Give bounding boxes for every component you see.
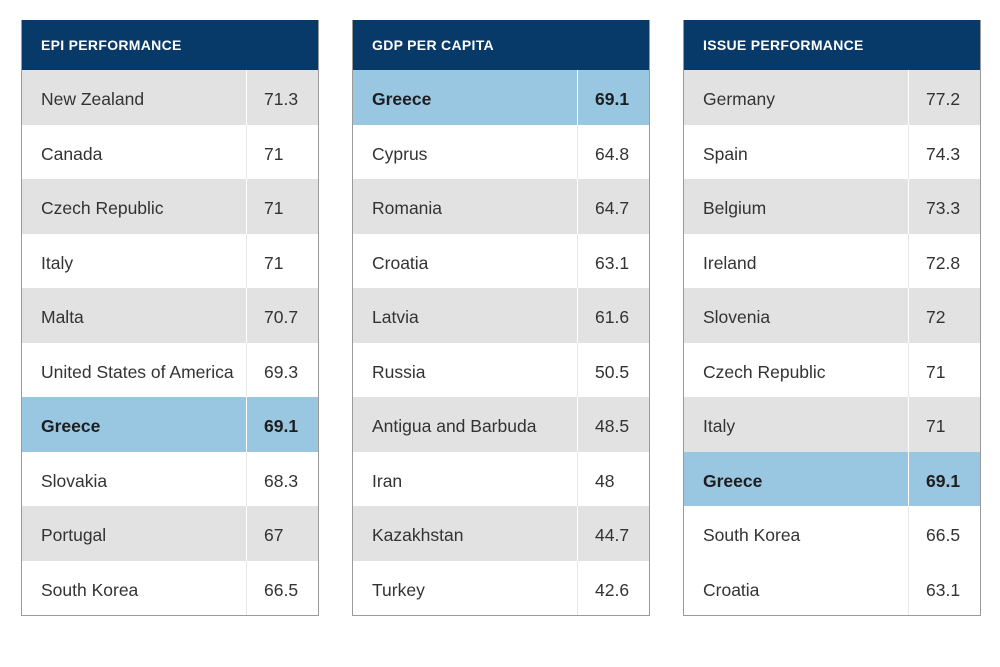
score-value: 61.6 bbox=[577, 288, 649, 343]
score-value: 71.3 bbox=[246, 70, 318, 125]
score-value: 77.2 bbox=[908, 70, 980, 125]
country-name: Slovenia bbox=[703, 307, 771, 327]
table-row: United States of America 69.3 bbox=[22, 342, 318, 397]
country-name: Spain bbox=[703, 143, 748, 164]
score-value: 74.3 bbox=[908, 124, 980, 179]
country-name: Italy bbox=[41, 252, 74, 273]
table-row: South Korea 66.5 bbox=[684, 506, 980, 561]
score-value: 48 bbox=[577, 451, 649, 506]
country-name: Czech Republic bbox=[41, 198, 164, 218]
table-body: Greece 69.1 Cyprus 64.8 Romania 64.7 Croatia 63… bbox=[353, 70, 649, 615]
country-name: Portugal bbox=[41, 525, 107, 545]
issue-performance-table: ISSUE PERFORMANCE Germany 77.2 Spain 74.3 Be… bbox=[683, 20, 981, 616]
table-header: GDP PER CAPITA bbox=[353, 20, 649, 70]
table-row: Cyprus 64.8 bbox=[353, 124, 649, 179]
table-row: Croatia 63.1 bbox=[353, 233, 649, 288]
score-value: 66.5 bbox=[908, 506, 980, 561]
table-row: Italy 71 bbox=[684, 397, 980, 452]
table-row: Czech Republic 71 bbox=[22, 179, 318, 234]
country-name: Greece bbox=[372, 89, 432, 109]
country-name: Antigua and Barbuda bbox=[372, 416, 537, 436]
country-name: New Zealand bbox=[41, 89, 145, 109]
score-value: 63.1 bbox=[577, 233, 649, 288]
table-row: Germany 77.2 bbox=[684, 70, 980, 125]
country-name: Russia bbox=[372, 361, 426, 382]
score-value: 66.5 bbox=[246, 560, 318, 615]
country-name: Belgium bbox=[703, 198, 767, 218]
score-value: 68.3 bbox=[246, 451, 318, 506]
table-row: New Zealand 71.3 bbox=[22, 70, 318, 125]
table-header: ISSUE PERFORMANCE bbox=[684, 20, 980, 70]
score-value: 71 bbox=[246, 233, 318, 288]
country-name: Italy bbox=[703, 416, 736, 436]
country-name: United States of America bbox=[41, 361, 234, 382]
score-value: 50.5 bbox=[577, 342, 649, 397]
country-name: Cyprus bbox=[372, 143, 428, 164]
table-row: Iran 48 bbox=[353, 451, 649, 506]
score-value: 71 bbox=[246, 179, 318, 234]
table-row: Slovakia 68.3 bbox=[22, 451, 318, 506]
score-value: 44.7 bbox=[577, 506, 649, 561]
country-name: Czech Republic bbox=[703, 361, 826, 382]
score-value: 71 bbox=[908, 397, 980, 452]
table-row: Ireland 72.8 bbox=[684, 233, 980, 288]
table-row: Italy 71 bbox=[22, 233, 318, 288]
score-value: 71 bbox=[908, 342, 980, 397]
score-value: 69.3 bbox=[246, 342, 318, 397]
score-value: 67 bbox=[246, 506, 318, 561]
country-name: Canada bbox=[41, 143, 103, 164]
score-value: 42.6 bbox=[577, 560, 649, 615]
table-row: Greece 69.1 bbox=[353, 70, 649, 125]
table-row: Malta 70.7 bbox=[22, 288, 318, 343]
country-name: Croatia bbox=[372, 252, 429, 273]
table-row: Croatia 63.1 bbox=[684, 560, 980, 615]
table-body: Germany 77.2 Spain 74.3 Belgium 73.3 Ireland 72… bbox=[684, 70, 980, 615]
country-name: Ireland bbox=[703, 252, 757, 273]
score-value: 69.1 bbox=[577, 70, 649, 125]
table-row: Greece 69.1 bbox=[22, 397, 318, 452]
gdp-per-capita-table: GDP PER CAPITA Greece 69.1 Cyprus 64.8 Roman… bbox=[352, 20, 650, 616]
table-row: Greece 69.1 bbox=[684, 451, 980, 506]
table-row: Latvia 61.6 bbox=[353, 288, 649, 343]
country-name: Latvia bbox=[372, 307, 419, 327]
score-value: 64.7 bbox=[577, 179, 649, 234]
table-row: Romania 64.7 bbox=[353, 179, 649, 234]
table-row: Antigua and Barbuda 48.5 bbox=[353, 397, 649, 452]
table-row: Slovenia 72 bbox=[684, 288, 980, 343]
country-name: Malta bbox=[41, 307, 84, 327]
score-value: 69.1 bbox=[246, 397, 318, 452]
table-row: Portugal 67 bbox=[22, 506, 318, 561]
epi-performance-table: EPI PERFORMANCE New Zealand 71.3 Canada 71 C… bbox=[21, 20, 319, 616]
score-value: 64.8 bbox=[577, 124, 649, 179]
score-value: 71 bbox=[246, 124, 318, 179]
table-row: South Korea 66.5 bbox=[22, 560, 318, 615]
country-name: Turkey bbox=[372, 579, 425, 600]
country-name: South Korea bbox=[703, 525, 801, 545]
country-name: Kazakhstan bbox=[372, 525, 464, 545]
country-name: Germany bbox=[703, 89, 775, 109]
score-value: 69.1 bbox=[908, 451, 980, 506]
country-name: Slovakia bbox=[41, 470, 108, 491]
score-value: 72.8 bbox=[908, 233, 980, 288]
table-header: EPI PERFORMANCE bbox=[22, 20, 318, 70]
table-body: New Zealand 71.3 Canada 71 Czech Republic 71 I… bbox=[22, 70, 318, 615]
score-value: 48.5 bbox=[577, 397, 649, 452]
table-row: Turkey 42.6 bbox=[353, 560, 649, 615]
score-value: 72 bbox=[908, 288, 980, 343]
score-value: 70.7 bbox=[246, 288, 318, 343]
table-row: Russia 50.5 bbox=[353, 342, 649, 397]
table-row: Czech Republic 71 bbox=[684, 342, 980, 397]
table-row: Canada 71 bbox=[22, 124, 318, 179]
country-name: Greece bbox=[703, 470, 763, 491]
table-row: Kazakhstan 44.7 bbox=[353, 506, 649, 561]
country-name: Romania bbox=[372, 198, 443, 218]
table-row: Spain 74.3 bbox=[684, 124, 980, 179]
score-value: 63.1 bbox=[908, 560, 980, 615]
country-name: Greece bbox=[41, 416, 101, 436]
table-row: Belgium 73.3 bbox=[684, 179, 980, 234]
score-value: 73.3 bbox=[908, 179, 980, 234]
country-name: Croatia bbox=[703, 579, 760, 600]
country-name: Iran bbox=[372, 470, 403, 491]
country-name: South Korea bbox=[41, 579, 139, 600]
